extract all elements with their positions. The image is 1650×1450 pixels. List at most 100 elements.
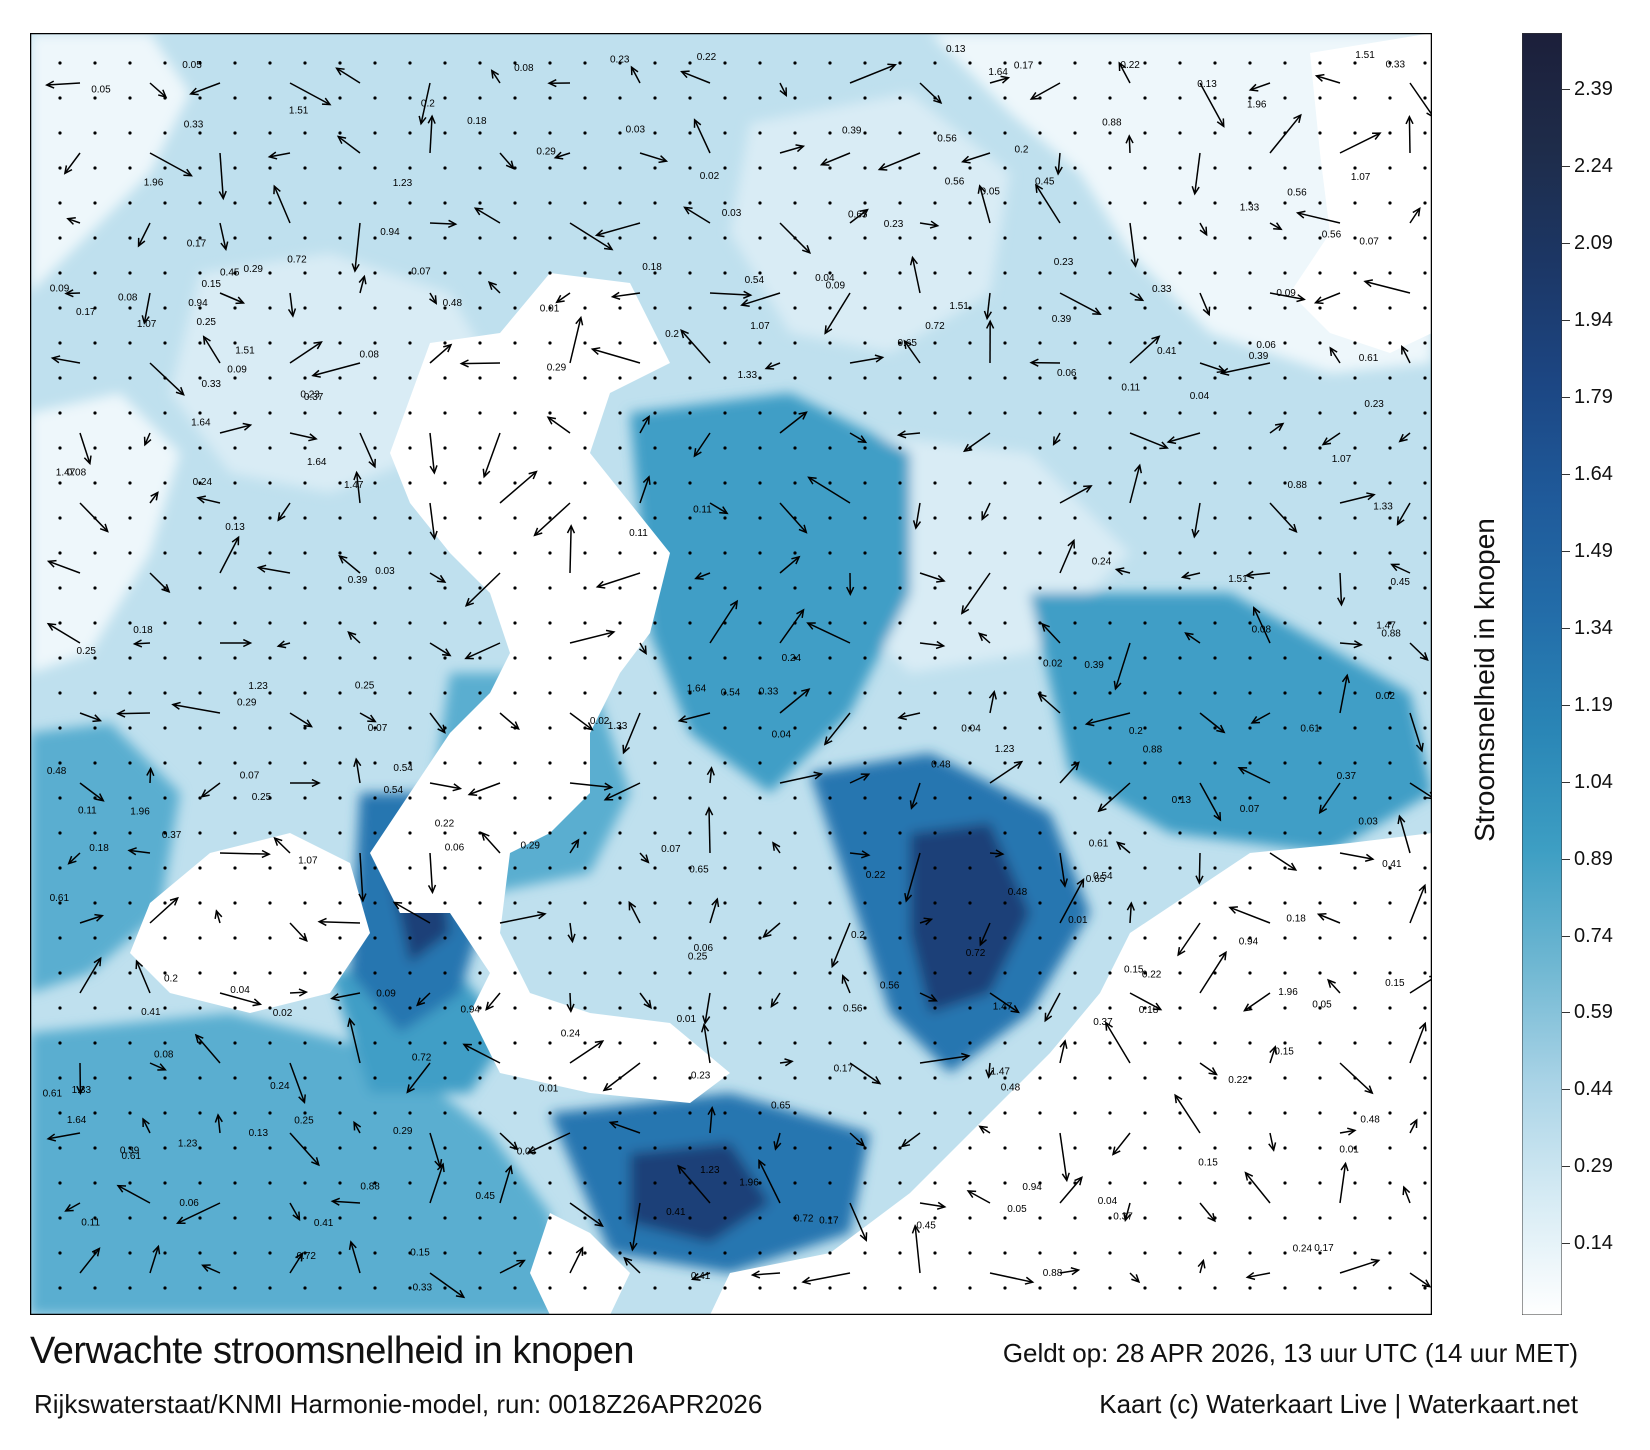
speed-value-label: 0.22 [866, 870, 886, 881]
land-southwest [530, 1213, 630, 1315]
grid-dot [548, 61, 552, 65]
grid-dot [1178, 1076, 1182, 1080]
speed-value-label: 0.03 [1358, 816, 1378, 827]
grid-dot [268, 306, 272, 310]
grid-dot [793, 1076, 797, 1080]
grid-dot [933, 376, 937, 380]
speed-value-label: 0.07 [661, 844, 681, 855]
grid-dot [898, 936, 902, 940]
grid-dot [933, 131, 937, 135]
speed-value-label: 1.33 [738, 370, 758, 381]
grid-dot [443, 446, 447, 450]
current-arrow [989, 992, 1020, 1014]
grid-dot [1108, 131, 1112, 135]
current-arrow [289, 778, 321, 788]
grid-dot [863, 1286, 867, 1290]
grid-dot [163, 271, 167, 275]
speed-value-label: 1.07 [750, 321, 770, 332]
current-arrow [392, 901, 431, 924]
current-arrow [149, 152, 193, 177]
grid-dot [1353, 516, 1357, 520]
current-arrow [1313, 292, 1341, 305]
grid-dot [198, 656, 202, 660]
grid-dot [933, 1251, 937, 1255]
speed-value-label: 0.11 [78, 806, 97, 817]
grid-dot [1388, 1286, 1392, 1290]
legend-tick-mark [1562, 89, 1570, 91]
current-arrow [429, 432, 438, 475]
current-arrows [45, 61, 1432, 1299]
grid-dot [793, 901, 797, 905]
grid-dot [653, 131, 657, 135]
speed-value-label: 0.22 [1120, 60, 1140, 71]
speed-value-label: 0.06 [179, 1198, 199, 1209]
grid-dot [1073, 1146, 1077, 1150]
grid-dot [793, 726, 797, 730]
grid-dot [1108, 201, 1112, 205]
grid-dot [373, 901, 377, 905]
grid-dot [513, 691, 517, 695]
grid-dot [1003, 761, 1007, 765]
grid-dot [1213, 726, 1217, 730]
grid-dot [1143, 551, 1147, 555]
grid-dot [1038, 1286, 1042, 1290]
grid-dot [723, 446, 727, 450]
current-arrow [1339, 1127, 1357, 1136]
grid-dot [1073, 131, 1077, 135]
grid-dot [443, 1251, 447, 1255]
grid-dot [968, 831, 972, 835]
current-arrow [1116, 841, 1131, 854]
grid-dot [1038, 1251, 1042, 1255]
grid-dot [478, 166, 482, 170]
current-arrow [1199, 950, 1227, 994]
grid-dot [1318, 166, 1322, 170]
grid-dot [1423, 1006, 1427, 1010]
grid-dot [58, 936, 62, 940]
grid-dot [898, 901, 902, 905]
grid-dot [758, 411, 762, 415]
legend-tick-mark [1562, 858, 1570, 860]
current-arrow [1041, 622, 1061, 644]
grid-dot [548, 1006, 552, 1010]
grid-dot [1143, 936, 1147, 940]
grid-dot [1108, 691, 1112, 695]
speed-value-label: 0.04 [1098, 1196, 1118, 1207]
current-arrow [1318, 782, 1341, 815]
grid-dot [828, 376, 832, 380]
grid-dot [1178, 516, 1182, 520]
current-arrow [1398, 432, 1411, 443]
grid-dot [548, 376, 552, 380]
grid-dot [1143, 411, 1147, 415]
grid-dot [128, 1251, 132, 1255]
grid-dot [93, 96, 97, 100]
speed-value-label: 0.41 [691, 1271, 711, 1282]
grid-dot [653, 1006, 657, 1010]
speed-value-label: 0.25 [355, 680, 375, 691]
grid-dot [373, 61, 377, 65]
legend-tick-label: 0.89 [1574, 847, 1613, 870]
speed-value-label: 0.33 [759, 686, 779, 697]
grid-dot [828, 586, 832, 590]
speed-value-label: 0.37 [162, 830, 182, 841]
grid-dot [933, 1006, 937, 1010]
grid-dot [1388, 1006, 1392, 1010]
grid-dot [233, 1041, 237, 1045]
current-arrow [1402, 1185, 1411, 1204]
grid-dot [1108, 1251, 1112, 1255]
grid-dot [1423, 131, 1427, 135]
grid-dot [933, 1181, 937, 1185]
current-arrow [566, 992, 575, 1014]
current-arrow [1129, 222, 1139, 268]
grid-dot [478, 131, 482, 135]
current-arrow [1390, 563, 1411, 574]
grid-dot [758, 936, 762, 940]
speed-value-label: 1.47 [56, 468, 76, 479]
speed-value-label: 0.72 [925, 321, 945, 332]
grid-dot [408, 726, 412, 730]
grid-dot [898, 586, 902, 590]
grid-dot [1388, 1251, 1392, 1255]
current-arrow [680, 329, 711, 364]
grid-dot [198, 1286, 202, 1290]
grid-dot [93, 656, 97, 660]
speed-value-label: 0.18 [133, 625, 153, 636]
